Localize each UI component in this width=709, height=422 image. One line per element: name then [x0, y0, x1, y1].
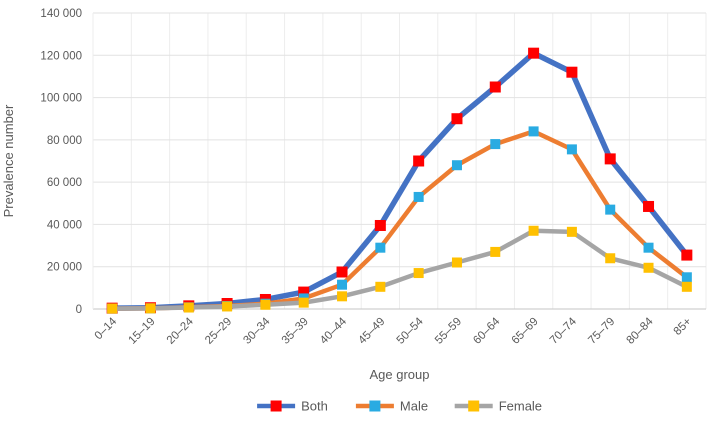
x-tick-label: 30–34	[241, 315, 273, 347]
data-marker-male	[375, 242, 386, 253]
data-marker-both	[413, 155, 425, 167]
data-marker-female	[566, 226, 577, 237]
data-marker-male	[337, 279, 348, 290]
y-tick-label: 20 000	[47, 262, 82, 274]
data-marker-male	[643, 242, 654, 253]
data-marker-female	[643, 262, 654, 273]
legend-item-female: Female	[454, 399, 542, 414]
data-marker-female	[605, 253, 616, 264]
data-marker-male	[413, 191, 424, 202]
x-tick-label: 20–24	[165, 315, 197, 347]
data-marker-female	[375, 281, 386, 292]
data-marker-both	[298, 286, 310, 298]
x-tick-label: 55–59	[433, 316, 464, 347]
y-tick-label: 140 000	[40, 8, 82, 20]
data-marker-female	[528, 225, 539, 236]
data-marker-male	[490, 139, 501, 150]
y-tick-label: 40 000	[47, 219, 82, 231]
data-marker-male	[681, 272, 692, 283]
y-tick-label: 80 000	[47, 135, 82, 147]
data-marker-both	[336, 266, 348, 278]
data-marker-both	[604, 153, 616, 165]
data-marker-both	[566, 66, 578, 78]
legend-marker-swatch	[468, 400, 480, 412]
data-marker-female	[681, 281, 692, 292]
data-marker-female	[337, 291, 348, 302]
legend-marker-swatch	[369, 400, 381, 412]
x-tick-label: 85+	[672, 315, 694, 337]
legend-label: Female	[499, 399, 542, 414]
x-tick-label: 75–79	[586, 316, 617, 347]
data-marker-both	[374, 219, 386, 231]
x-tick-label: 40–44	[318, 315, 350, 347]
x-tick-label: 80–84	[625, 315, 657, 347]
y-tick-label: 120 000	[40, 50, 82, 62]
x-tick-label: 25–29	[203, 316, 234, 347]
data-marker-female	[413, 268, 424, 279]
data-marker-both	[528, 47, 540, 59]
legend-label: Male	[400, 399, 428, 414]
x-tick-label: 15–19	[126, 316, 157, 347]
series-line-female	[109, 228, 690, 311]
y-tick-label: 100 000	[40, 93, 82, 105]
y-tick-label: 0	[76, 304, 82, 316]
legend-label: Both	[301, 399, 328, 414]
data-marker-female	[260, 299, 271, 310]
data-marker-both	[489, 81, 501, 93]
x-tick-label: 35–39	[280, 316, 311, 347]
data-marker-both	[681, 249, 693, 261]
data-marker-male	[451, 160, 462, 171]
x-tick-label: 50–54	[395, 315, 427, 347]
data-marker-female	[222, 301, 233, 312]
legend-item-male: Male	[355, 399, 428, 414]
x-tick-label: 0–14	[93, 315, 120, 342]
data-marker-both	[451, 113, 463, 125]
data-marker-female	[183, 302, 194, 313]
x-tick-label: 45–49	[356, 316, 387, 347]
y-axis-title: Prevalence number	[1, 104, 16, 217]
x-tick-label: 60–64	[471, 315, 503, 347]
data-marker-female	[107, 303, 118, 314]
legend-marker-swatch	[270, 400, 282, 412]
data-marker-female	[451, 257, 462, 268]
data-marker-male	[566, 144, 577, 155]
data-marker-both	[643, 200, 655, 212]
y-tick-label: 60 000	[47, 177, 82, 189]
x-axis-title: Age group	[370, 367, 430, 382]
x-tick-label: 70–74	[548, 315, 580, 347]
legend-item-both: Both	[257, 399, 328, 414]
data-marker-female	[145, 303, 156, 314]
x-tick-label: 65–69	[510, 316, 541, 347]
data-marker-male	[528, 126, 539, 137]
data-marker-female	[298, 297, 309, 308]
data-marker-female	[490, 246, 501, 257]
data-marker-male	[605, 204, 616, 215]
